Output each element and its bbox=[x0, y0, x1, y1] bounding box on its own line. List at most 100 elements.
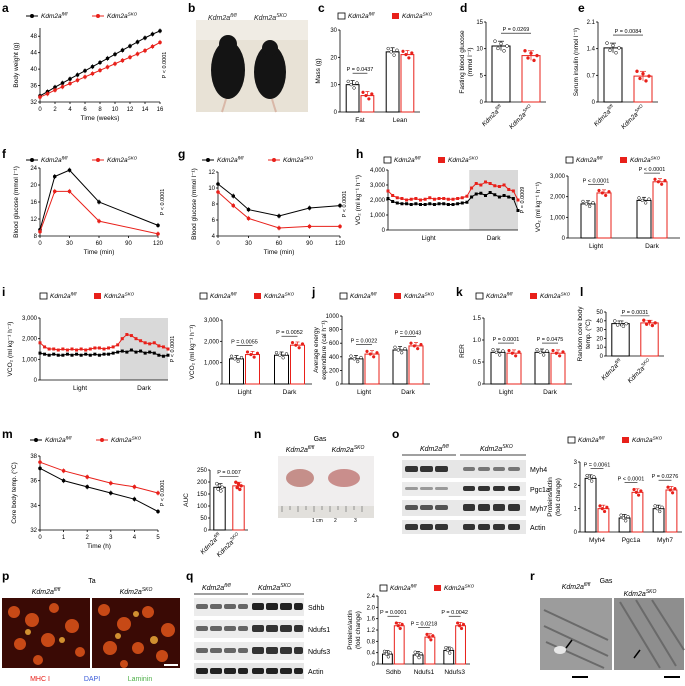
chart-f-legend-fl: Kdm2afl/fl bbox=[41, 155, 68, 164]
chart-h_bar-legend-sko: Kdm2aSKO bbox=[630, 155, 661, 164]
chart-k-y-tick-label: 1.5 bbox=[473, 316, 482, 322]
chart-i_bar-dot bbox=[297, 346, 301, 350]
chart-j-x-label: Light bbox=[357, 389, 371, 396]
chart-e-y-tick-label: 0.7 bbox=[587, 73, 596, 79]
chart-i_line-point bbox=[157, 353, 161, 357]
chart-a-point bbox=[113, 52, 117, 57]
chart-q-dot bbox=[431, 634, 435, 638]
ruler-label-3: 3 bbox=[354, 518, 357, 524]
chart-m_auc-y-tick-label: 50 bbox=[200, 516, 207, 522]
chart-i_line-point bbox=[70, 353, 74, 357]
chart-i_line-point bbox=[43, 352, 47, 356]
stain-label-laminin: Laminin bbox=[128, 676, 153, 683]
chart-h_line-y-tick-label: 1,000 bbox=[370, 213, 386, 219]
chart-j-bar bbox=[348, 358, 364, 385]
chart-h_line-point bbox=[502, 183, 506, 187]
chart-i_line-point bbox=[56, 353, 60, 357]
chart-i_line-point bbox=[116, 350, 120, 354]
chart-g-legend-sko: Kdm2aSKO bbox=[283, 155, 314, 164]
chart-i_line-point bbox=[166, 353, 170, 357]
chart-o-legend-sko-base: Kdm2a bbox=[632, 437, 653, 444]
chart-h_bar-x-label: Light bbox=[589, 243, 603, 250]
chart-j-dot bbox=[419, 342, 423, 347]
chart-h_bar-dot bbox=[663, 178, 667, 183]
chart-j-dot bbox=[352, 357, 356, 361]
chart-i_bar-dot bbox=[229, 354, 234, 358]
chart-f-point bbox=[38, 229, 42, 234]
chart-i_line-point bbox=[47, 353, 51, 357]
panel-letter-p: p bbox=[2, 569, 9, 583]
chart-i_bar-dot bbox=[245, 350, 250, 354]
chart-a-x-tick-label: 6 bbox=[83, 107, 87, 113]
chart-h_line-legend-sko: Kdm2aSKO bbox=[448, 155, 479, 164]
chart-i_bar-legend-fl-sup: fl/fl bbox=[231, 291, 238, 296]
chart-k-y-label: RER bbox=[459, 344, 466, 358]
chart-h_line-legend-fl-box bbox=[383, 156, 392, 164]
blot-q-band-sdhb: Sdhb bbox=[308, 605, 324, 612]
if-label-fl: Kdm2afl/fl bbox=[32, 587, 61, 596]
chart-a-legend-fl: Kdm2afl/fl bbox=[41, 11, 68, 20]
chart-m-point bbox=[61, 469, 66, 473]
chart-o-dot bbox=[653, 504, 657, 508]
chart-a-pvalue: P < 0.0001 bbox=[162, 52, 168, 79]
chart-h_line-y-tick-label: 3,000 bbox=[370, 183, 386, 189]
chart-g-y-tick-label: 10 bbox=[208, 186, 215, 192]
chart-d-dot bbox=[502, 49, 506, 53]
chart-o-dot bbox=[658, 509, 662, 514]
chart-h_line-point bbox=[456, 197, 460, 200]
chart-l-y-tick-label: 20 bbox=[596, 336, 603, 342]
chart-k-pvalue: P = 0.0001 bbox=[493, 337, 520, 343]
chart-h_bar-dot bbox=[647, 197, 651, 201]
chart-o-y-tick-label: 3 bbox=[574, 460, 578, 466]
panel-letter-k: k bbox=[456, 285, 463, 299]
chart-i_bar: 0 1,000 2,000 3,000 VCO₂ (ml kg⁻¹ h⁻¹) Light P… bbox=[189, 291, 312, 396]
chart-q-dot bbox=[459, 626, 464, 631]
chart-j-legend-fl-base: Kdm2a bbox=[350, 293, 371, 300]
chart-l-dot bbox=[644, 322, 649, 326]
chart-h_bar-dot bbox=[581, 199, 585, 204]
chart-c-legend-sko: Kdm2aSKO bbox=[402, 11, 433, 20]
chart-i_line-point bbox=[143, 341, 147, 345]
chart-h_line-point bbox=[432, 197, 436, 201]
chart-e-x-label-sko-base: Kdm2a bbox=[620, 111, 640, 131]
chart-h_bar-dot bbox=[604, 193, 608, 198]
chart-a-y-label: Body weight (g) bbox=[13, 42, 20, 87]
chart-i_line-point bbox=[79, 353, 83, 357]
chart-l-dot bbox=[624, 321, 628, 326]
em-label-sko: Kdm2aSKO bbox=[624, 589, 657, 598]
chart-f-y-label: Blood glucose (mmol l⁻¹) bbox=[13, 166, 20, 238]
chart-q-dot bbox=[457, 624, 462, 628]
chart-i_line-point bbox=[157, 344, 161, 348]
chart-k-dot bbox=[507, 348, 511, 353]
chart-e-y-tick-label: 0 bbox=[592, 100, 596, 106]
chart-c-dot bbox=[407, 56, 411, 60]
chart-i_bar-pvalue: P = 0.0055 bbox=[231, 340, 258, 346]
chart-a-point bbox=[90, 64, 95, 69]
chart-h_bar-x-label: Dark bbox=[645, 243, 659, 250]
chart-i_line-point bbox=[120, 337, 124, 341]
chart-i_line-legend-sko-base: Kdm2a bbox=[104, 293, 125, 300]
chart-j-dot bbox=[416, 346, 420, 351]
chart-h_line-point bbox=[479, 191, 483, 195]
chart-h_bar-legend-sko-sup: SKO bbox=[651, 155, 661, 160]
panel-letter-m: m bbox=[2, 427, 13, 441]
chart-q-dot bbox=[427, 635, 431, 639]
chart-q-legend-sko: Kdm2aSKO bbox=[444, 583, 475, 592]
chart-d-dot bbox=[493, 39, 497, 43]
chart-d-pvalue: P = 0.0269 bbox=[503, 27, 530, 33]
chart-c-dot bbox=[349, 83, 353, 87]
chart-f-y-tick-label: 8 bbox=[34, 234, 38, 240]
chart-o-pvalue: P = 0.0276 bbox=[652, 474, 679, 480]
chart-g-legend-fl: Kdm2afl/fl bbox=[217, 155, 244, 164]
chart-i_line-point bbox=[161, 354, 165, 358]
chart-m-point bbox=[156, 491, 160, 495]
chart-h_bar-legend-fl-sup: fl/fl bbox=[597, 155, 604, 160]
chart-j-legend-sko-base: Kdm2a bbox=[404, 293, 425, 300]
chart-k-dot bbox=[545, 349, 549, 353]
chart-j-dot bbox=[359, 355, 363, 360]
chart-h_line-point bbox=[470, 186, 474, 190]
chart-o-dot bbox=[598, 504, 602, 508]
chart-o-x-label: Myh7 bbox=[657, 537, 673, 544]
chart-j-dot bbox=[375, 351, 379, 355]
